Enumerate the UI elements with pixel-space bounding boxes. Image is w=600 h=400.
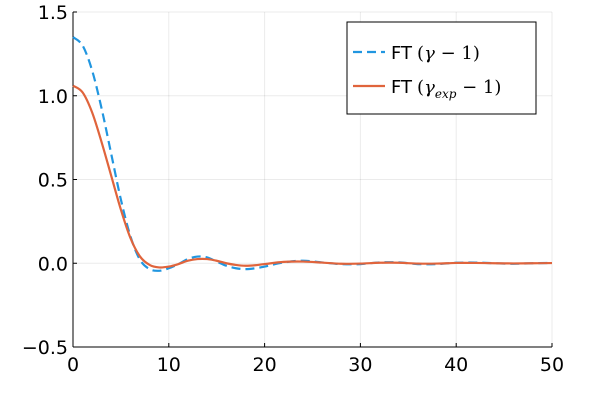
series-line-2 [72,84,553,269]
x-tick-label: 40 [444,354,468,376]
x-tick-label: 30 [348,354,372,376]
y-tick-label: 0.5 [38,170,68,192]
tick-labels: 0 10 20 30 40 50 −0.5 0.0 0.5 1.0 1.5 [22,2,564,376]
x-tick-label: 0 [67,354,79,376]
y-tick-label: 1.0 [38,86,68,108]
legend-label-2: FT (γexp − 1) [391,77,501,101]
x-tick-label: 20 [253,354,277,376]
y-tick-label: 0.0 [38,253,68,275]
axes [72,11,553,348]
series-group [72,36,553,272]
legend-label-1: FT (γ − 1) [391,43,480,64]
legend-box [346,21,537,115]
y-tick-label: −0.5 [22,337,68,359]
y-tick-label: 1.5 [38,2,68,24]
x-tick-label: 50 [540,354,564,376]
legend: FT (γ − 1) FT (γexp − 1) [346,21,537,115]
x-tick-label: 10 [157,354,181,376]
